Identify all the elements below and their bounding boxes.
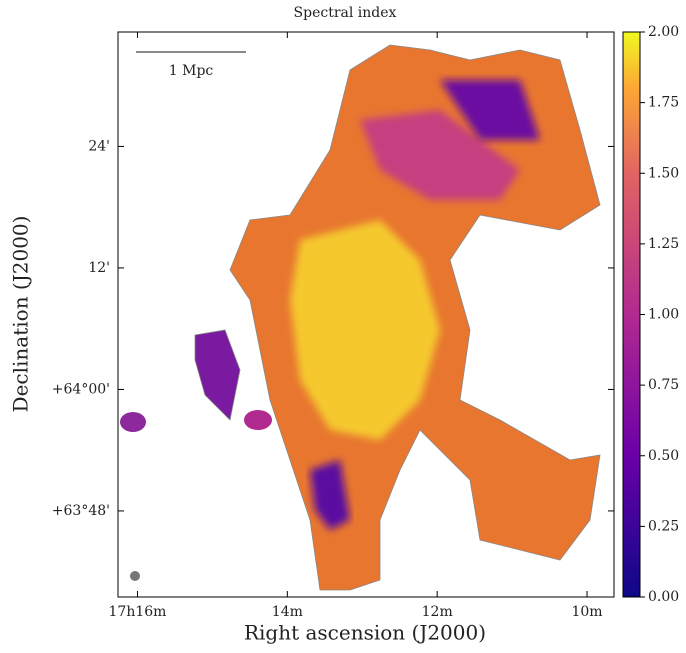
colorbar-tick-label: 0.00 xyxy=(648,589,679,605)
beam xyxy=(130,571,140,581)
colorbar-tick-label: 0.25 xyxy=(648,518,679,534)
colorbar xyxy=(622,31,641,598)
y-axis-label: Declination (J2000) xyxy=(9,216,33,413)
y-tick-label: +63°48' xyxy=(52,503,110,519)
colorbar-tick-label: 0.50 xyxy=(648,448,679,464)
colorbar-tick-label: 2.00 xyxy=(648,24,679,40)
steep-region xyxy=(440,80,540,140)
x-tick-label: 10m xyxy=(571,604,602,620)
x-tick-label: 14m xyxy=(272,604,303,620)
chart-title: Spectral index xyxy=(294,5,397,21)
y-tick-label: 12' xyxy=(88,260,110,276)
y-tick-label: +64°00' xyxy=(52,381,110,397)
source xyxy=(120,412,146,432)
source xyxy=(244,410,272,430)
map: 1 Mpc xyxy=(120,44,601,591)
source xyxy=(194,329,241,421)
x-axis-label: Right ascension (J2000) xyxy=(244,621,486,645)
colorbar-tick-label: 1.75 xyxy=(648,95,679,111)
colorbar-tick-label: 1.25 xyxy=(648,236,679,252)
steep-region xyxy=(310,460,350,530)
x-tick-label: 17h16m xyxy=(109,604,167,620)
scalebar-label: 1 Mpc xyxy=(169,63,214,79)
colorbar-tick-label: 0.75 xyxy=(648,377,679,393)
plot-frame xyxy=(117,31,615,598)
emission-north xyxy=(360,110,520,200)
x-tick-label: 12m xyxy=(422,604,453,620)
colorbar-tick-label: 1.00 xyxy=(648,307,679,323)
colorbar-tick-label: 1.50 xyxy=(648,165,679,181)
emission-core xyxy=(290,220,440,440)
y-tick-label: 24' xyxy=(88,138,110,154)
